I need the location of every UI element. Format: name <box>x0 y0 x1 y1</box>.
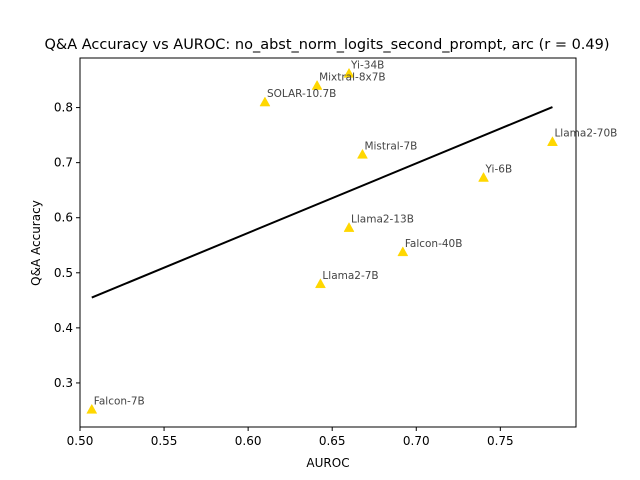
data-point <box>315 278 326 289</box>
fit-line <box>91 106 553 299</box>
y-tick-label: 0.4 <box>54 321 73 335</box>
x-tick-label: 0.50 <box>67 434 94 448</box>
y-tick-label: 0.5 <box>54 266 73 280</box>
data-point <box>86 403 98 414</box>
point-label: Llama2-13B <box>351 214 414 226</box>
x-axis-label: AUROC <box>306 456 349 470</box>
y-tick-label: 0.8 <box>54 101 73 115</box>
x-tick-label: 0.65 <box>319 434 346 448</box>
y-tick-label: 0.6 <box>54 211 73 225</box>
point-label: Mixtral-8x7B <box>319 72 386 84</box>
data-point <box>357 148 368 159</box>
point-label: Falcon-7B <box>94 395 145 407</box>
plot-frame <box>79 57 577 428</box>
data-point <box>311 80 323 90</box>
point-label: SOLAR-10.7B <box>267 88 336 100</box>
x-tick-label: 0.55 <box>151 434 178 448</box>
x-tick-label: 0.75 <box>487 434 514 448</box>
data-point <box>478 171 489 182</box>
data-point <box>343 222 355 232</box>
point-label: Mistral-7B <box>364 140 417 152</box>
x-tick-label: 0.60 <box>235 434 262 448</box>
data-point <box>397 246 409 257</box>
point-label: Yi-34B <box>350 59 384 71</box>
data-point <box>547 136 558 146</box>
data-point <box>343 67 355 78</box>
y-tick-label: 0.3 <box>54 376 73 390</box>
point-label: Llama2-7B <box>322 270 378 282</box>
chart-title: Q&A Accuracy vs AUROC: no_abst_norm_logi… <box>44 37 609 53</box>
x-tick-label: 0.70 <box>403 434 430 448</box>
point-label: Llama2-70B <box>554 128 617 140</box>
point-label: Yi-6B <box>485 164 513 176</box>
y-axis-label: Q&A Accuracy <box>29 200 43 286</box>
point-label: Falcon-40B <box>405 238 463 250</box>
data-point <box>259 96 271 107</box>
y-tick-label: 0.7 <box>54 156 73 170</box>
